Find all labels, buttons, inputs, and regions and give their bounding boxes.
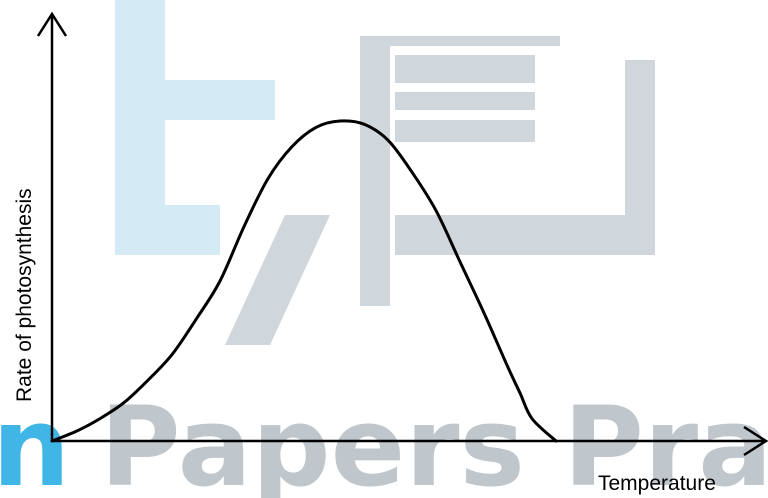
y-axis-label: Rate of photosynthesis <box>13 188 36 402</box>
x-axis-label: Temperature <box>598 472 716 495</box>
watermark-logo <box>115 0 655 345</box>
x-axis-arrow-icon <box>743 425 768 457</box>
series-line <box>50 119 558 443</box>
y-axis-arrow-icon <box>36 11 68 37</box>
axes <box>36 11 768 457</box>
